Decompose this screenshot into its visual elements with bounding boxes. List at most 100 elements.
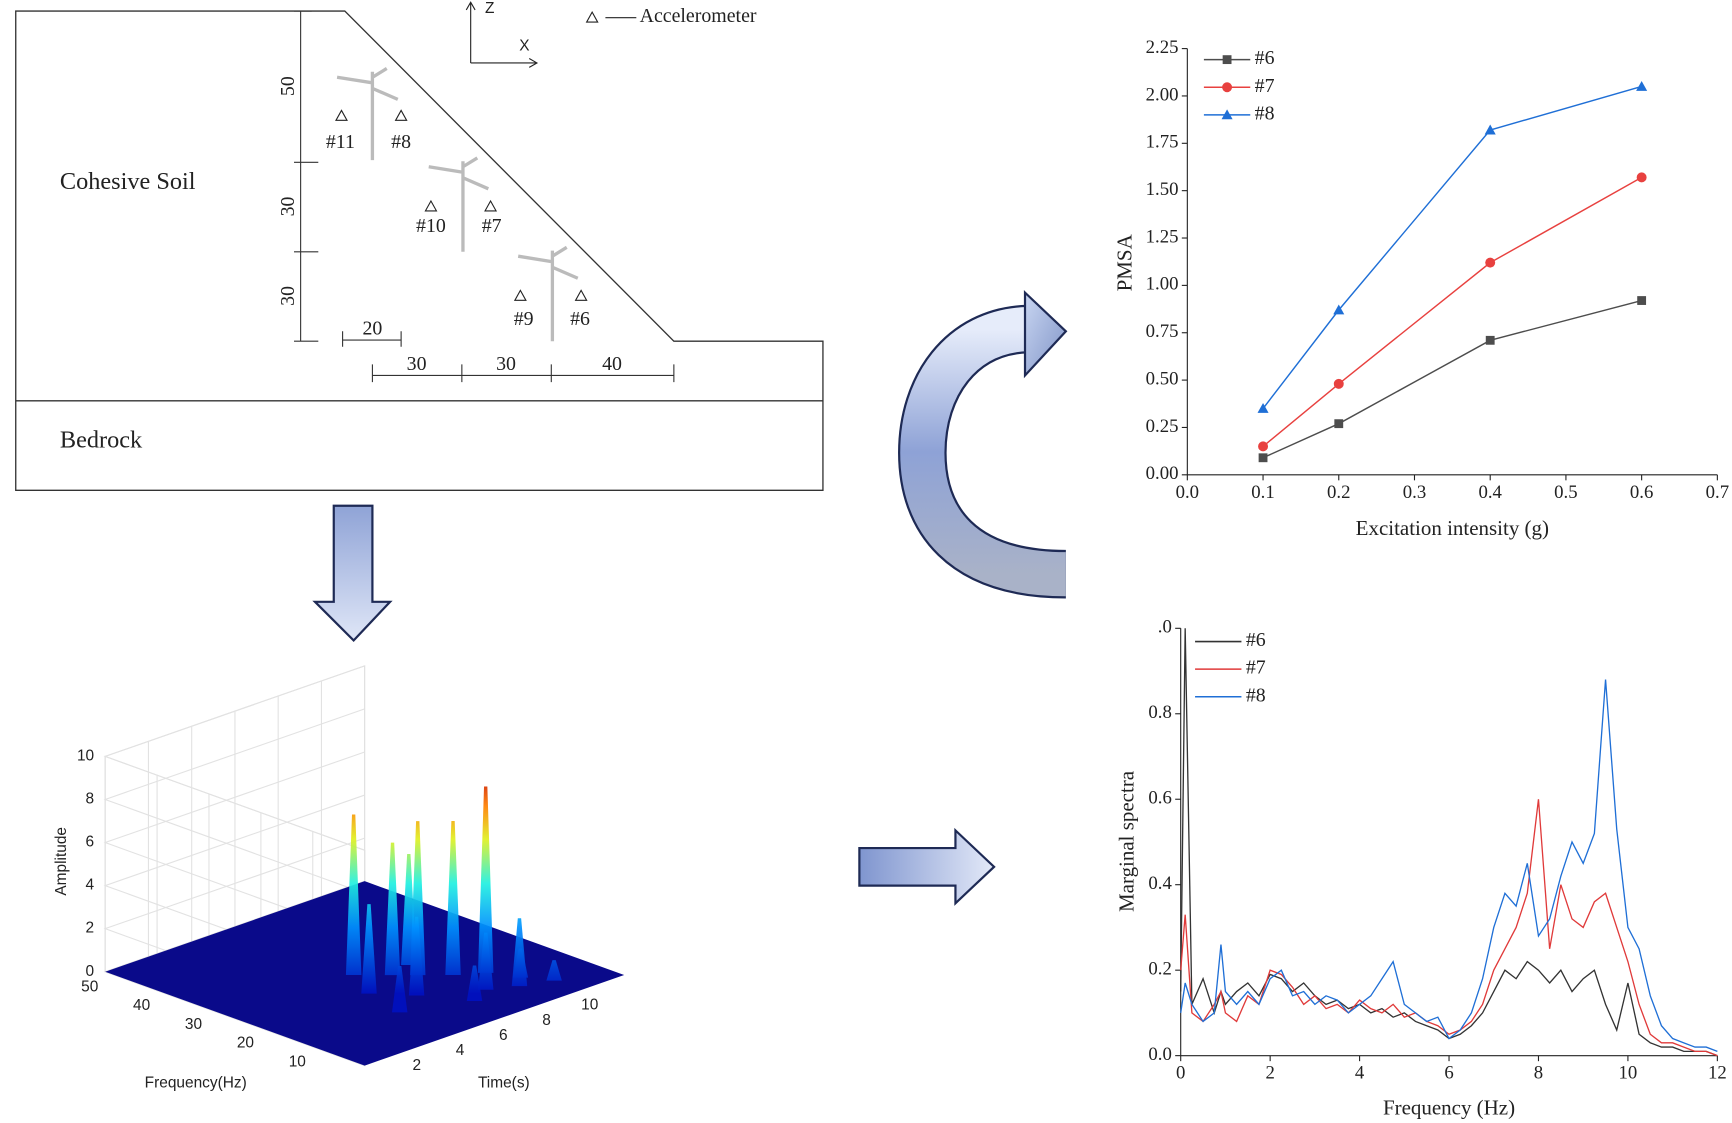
marker	[1334, 419, 1344, 429]
series-line	[1262, 176, 1642, 447]
marker	[1333, 304, 1345, 315]
x-tick-label: 8	[1534, 1063, 1543, 1084]
y-tick-label: 0.00	[1146, 463, 1179, 484]
x-tick-label: 0.2	[1327, 482, 1350, 503]
series-line	[1180, 679, 1718, 1052]
y-tick-label: 50	[81, 978, 98, 995]
spectrum-peak	[345, 814, 362, 976]
sensor-label: #11	[326, 131, 355, 153]
y-axis-label: PMSA	[1112, 234, 1136, 291]
x-axis-label: Time(s)	[478, 1074, 530, 1091]
y-tick-label: 0.8	[1148, 702, 1171, 723]
x-tick-label: 2	[1265, 1063, 1274, 1084]
series-line	[1180, 799, 1718, 1057]
y-axis-label: Marginal spectra	[1115, 770, 1139, 912]
spectrum-peak	[477, 786, 494, 973]
spectrum-peak	[361, 904, 377, 994]
marker	[1636, 80, 1648, 91]
sensor-label: #7	[482, 215, 502, 237]
y-tick-label: 1.75	[1146, 132, 1179, 153]
y-tick-label: 40	[133, 997, 150, 1014]
legend-triangle	[585, 11, 599, 23]
accelerometer	[335, 109, 348, 121]
spectrum-peak	[384, 842, 401, 976]
x-tick-label: 6	[1444, 1063, 1453, 1084]
y-tick-label: 0.6	[1148, 788, 1171, 809]
bedrock-label: Bedrock	[60, 426, 143, 453]
marker	[1257, 402, 1269, 413]
axis-z-label: Z	[485, 0, 494, 17]
legend-label: #6	[1246, 629, 1266, 651]
x-tick-label: 2	[412, 1057, 421, 1074]
x-tick-label: 10	[1619, 1063, 1638, 1084]
tree	[517, 245, 579, 342]
y-tick-label: 0.0	[1148, 1044, 1171, 1065]
y-tick-label: 1.25	[1146, 226, 1179, 247]
dimension-lines	[294, 10, 675, 383]
y-tick-label: 1.00	[1146, 274, 1179, 295]
legend-label: #7	[1246, 657, 1266, 679]
x-tick-label: 10	[581, 997, 598, 1014]
accelerometer	[394, 109, 408, 121]
legend-label: #7	[1255, 75, 1275, 97]
y-tick-label: 2.00	[1146, 84, 1179, 105]
tree	[428, 156, 490, 252]
dimension-label: 20	[362, 318, 382, 340]
slope-diagram: Cohesive Soil Bedrock Accelerometer Z X …	[15, 0, 824, 491]
legend-label: #6	[1255, 47, 1275, 69]
spectrum-peak	[546, 960, 562, 981]
y-tick-label: .0	[1158, 617, 1172, 638]
y-axis-label: Frequency(Hz)	[145, 1074, 247, 1091]
x-tick-label: 6	[499, 1027, 508, 1044]
sensor-label: #9	[514, 308, 534, 330]
y-tick-label: 1.50	[1146, 179, 1179, 200]
dimension-label: 50	[277, 76, 299, 96]
marker	[1222, 55, 1232, 65]
sensor-label: #6	[570, 308, 590, 330]
x-axis-label: Frequency (Hz)	[1383, 1096, 1515, 1120]
series-line	[1262, 299, 1642, 459]
accelerometer	[424, 199, 438, 212]
marker	[1485, 335, 1495, 345]
accelerometer	[513, 289, 527, 301]
marker	[1221, 109, 1233, 120]
line-chart: 0.0 0.1 0.2 0.3 0.4 0.5 0.6 0.7 0.00 0.25 0.50 0.75…	[1112, 37, 1729, 540]
legend-label: #8	[1246, 684, 1266, 706]
marker	[1636, 172, 1647, 183]
legend-label: Accelerometer	[640, 5, 757, 27]
down-arrow	[312, 504, 393, 643]
marker	[1484, 124, 1496, 135]
marker	[1637, 296, 1647, 305]
marker	[1222, 82, 1233, 93]
z-axis-label: Amplitude	[53, 827, 70, 896]
horizontal-dimension	[371, 364, 675, 383]
marker	[1258, 441, 1269, 452]
z-tick-label: 10	[77, 747, 94, 764]
x-tick-label: 0.4	[1478, 482, 1502, 503]
y-tick-label: 20	[237, 1035, 254, 1052]
y-tick-label: 0.50	[1146, 368, 1179, 389]
x-tick-label: 8	[542, 1012, 551, 1029]
series-line	[1262, 85, 1642, 409]
z-tick-label: 6	[86, 834, 95, 851]
x-tick-label: 0	[1176, 1063, 1185, 1084]
spectrum-peak	[466, 965, 483, 1002]
marker	[1485, 257, 1496, 268]
x-tick-label: 4	[456, 1042, 465, 1059]
line-chart: 0 2 4 6 8 10 12 0.0 0.2 0.4 0.6 0.8 .0 Frequency (Hz)…	[1115, 617, 1727, 1120]
y-tick-label: 0.2	[1148, 958, 1171, 979]
dimension-label: 30	[407, 353, 427, 375]
y-tick-label: 2.25	[1146, 37, 1179, 58]
x-tick-label: 0.1	[1251, 482, 1274, 503]
axis-x-label: X	[519, 37, 529, 54]
x-tick-label: 12	[1708, 1063, 1727, 1084]
vertical-dimension	[294, 10, 319, 342]
z-tick-label: 8	[86, 791, 95, 808]
y-tick-label: 0.75	[1146, 321, 1179, 342]
z-tick-label: 4	[86, 877, 95, 894]
marker	[1258, 453, 1268, 463]
surface-plot: 0 2 4 6 8 10 2 4 6 8 10 10 20 30 40 50 Amplitude Frequenc…	[53, 665, 625, 1091]
marker	[1333, 378, 1344, 389]
curved-arrow	[900, 306, 1067, 597]
